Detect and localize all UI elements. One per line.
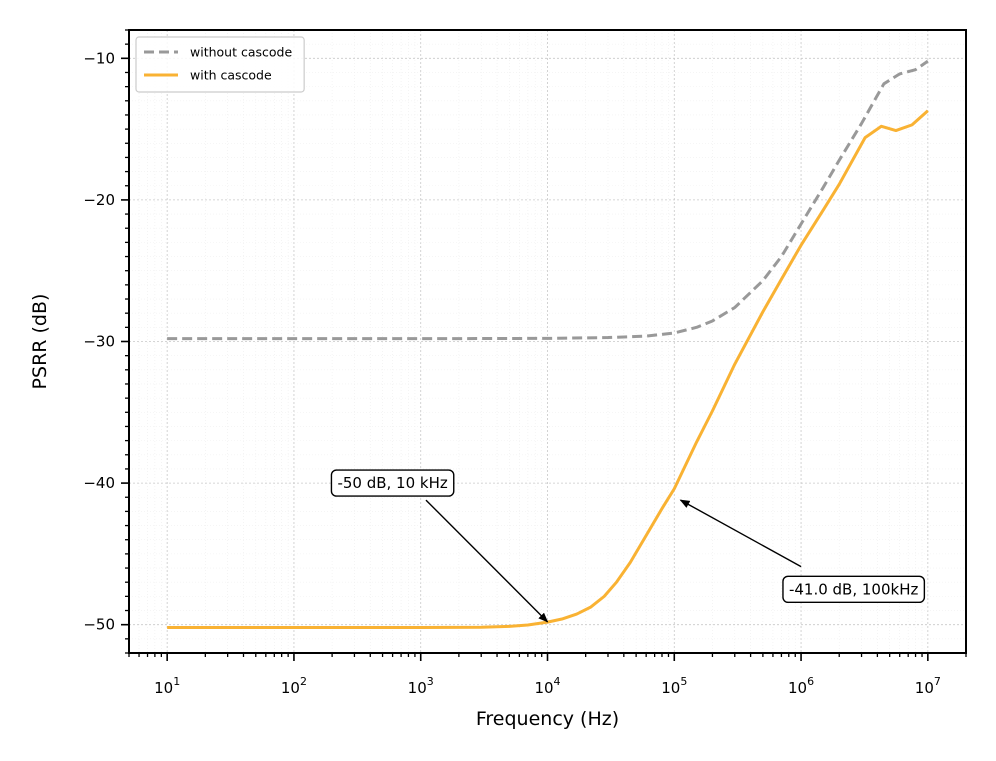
annotation-arrow — [679, 499, 802, 568]
x-tick-exponent: 3 — [427, 675, 434, 688]
annotation-box — [330, 469, 455, 497]
x-tick-exponent: 6 — [807, 675, 814, 688]
x-tick-label: 107 — [915, 675, 941, 697]
y-tick-label: −20 — [83, 191, 115, 209]
series-layer — [167, 59, 929, 630]
x-tick-label: 103 — [408, 675, 434, 697]
x-tick-base: 10 — [788, 679, 807, 697]
x-tick-base: 10 — [534, 679, 553, 697]
x-tick-exponent: 2 — [300, 675, 307, 688]
x-tick-label: 106 — [788, 675, 814, 697]
y-tick-label: −40 — [83, 474, 115, 492]
x-tick-base: 10 — [154, 679, 173, 697]
x-tick-label: 102 — [281, 675, 307, 697]
x-tick-base: 10 — [408, 679, 427, 697]
x-tick-base: 10 — [281, 679, 300, 697]
x-tick-exponent: 1 — [173, 675, 180, 688]
legend-label-2: with cascode — [190, 68, 272, 83]
grid-layer — [128, 29, 967, 654]
ticks-layer: 101 102 103 104 105 106 107−10−20−30−40−50 — [83, 29, 967, 697]
annotation-label: -41.0 dB, 100kHz — [789, 580, 919, 598]
x-tick-exponent: 4 — [554, 675, 561, 688]
y-tick-label: −50 — [83, 616, 115, 634]
x-tick-label: 104 — [534, 675, 560, 697]
y-tick-label: −30 — [83, 333, 115, 351]
y-axis-title: PSRR (dB) — [29, 294, 51, 390]
series-line-without-cascode — [167, 59, 929, 341]
legend-box — [135, 36, 305, 93]
annotation-1: -50 dB, 10 kHz — [330, 469, 549, 623]
x-tick-exponent: 7 — [934, 675, 941, 688]
annotation-box — [782, 575, 926, 603]
x-tick-label: 101 — [154, 675, 180, 697]
y-tick-label: −10 — [83, 49, 115, 67]
annotation-layer: -50 dB, 10 kHz -41.0 dB, 100kHz — [330, 469, 926, 623]
annotation-label: -50 dB, 10 kHz — [337, 474, 447, 492]
legend: without cascode with cascode — [135, 36, 305, 93]
x-axis-title: Frequency (Hz) — [476, 708, 619, 730]
x-tick-base: 10 — [915, 679, 934, 697]
x-tick-base: 10 — [661, 679, 680, 697]
series-line-with-cascode — [167, 109, 929, 630]
x-tick-label: 105 — [661, 675, 687, 697]
x-tick-exponent: 5 — [680, 675, 687, 688]
annotation-arrow — [425, 499, 549, 623]
legend-label-1: without cascode — [190, 45, 292, 60]
annotation-2: -41.0 dB, 100kHz — [679, 499, 926, 603]
